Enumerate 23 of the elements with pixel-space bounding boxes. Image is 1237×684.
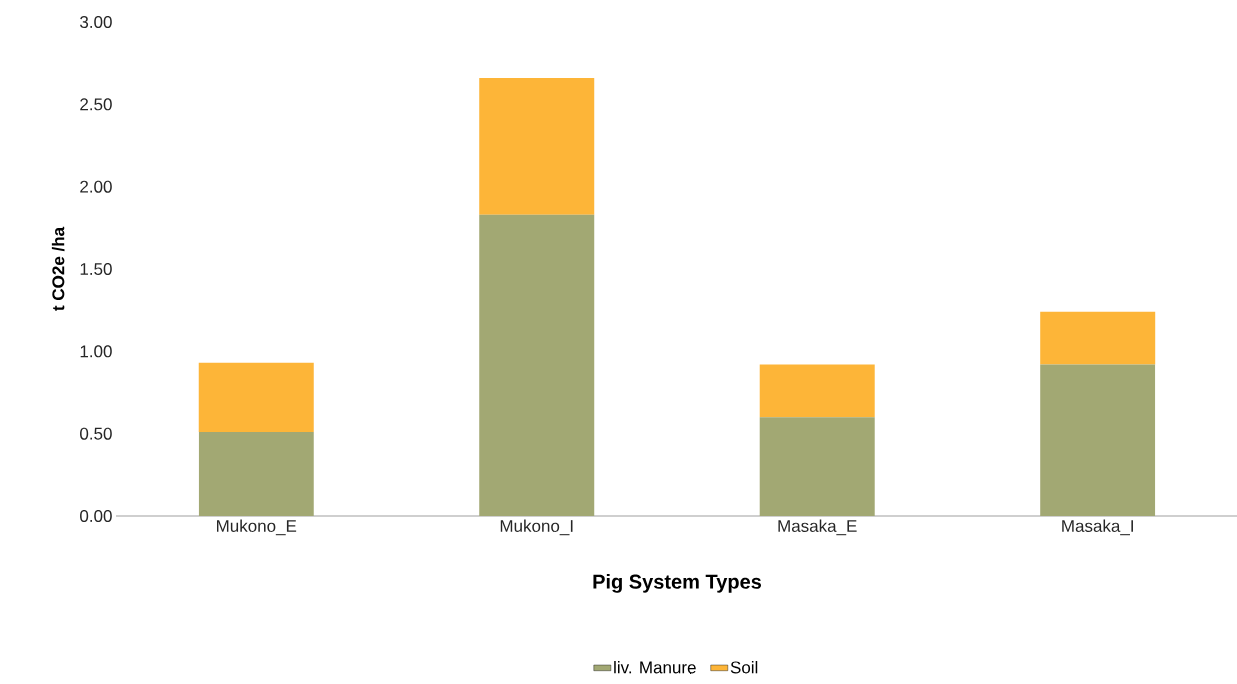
bar: [1040, 311, 1156, 365]
x-tick-label: Mukono_I: [500, 519, 573, 536]
x-tick-label: Mukono_E: [217, 519, 297, 536]
y-axis-title: t CO2e /ha: [51, 226, 65, 311]
bar: [1040, 364, 1156, 516]
y-tick-label: 2.00: [80, 180, 112, 193]
y-tick-label: 1.00: [80, 345, 112, 358]
legend-label: Soil: [730, 660, 758, 674]
bar: [479, 77, 595, 215]
y-tick-label: 1.50: [80, 262, 112, 276]
y-tick-label: 3.00: [80, 15, 112, 29]
legend-label: liv. Manure: [614, 660, 696, 674]
y-tick-label: 0.00: [80, 509, 112, 523]
bar: [759, 417, 875, 516]
bar: [198, 432, 314, 516]
x-tick-label: Masaka_I: [1062, 519, 1133, 536]
x-tick-label: Masaka_E: [778, 519, 857, 536]
y-tick-label: 0.50: [80, 427, 112, 440]
bar: [759, 364, 875, 418]
x-axis-title: Pig System Types: [593, 574, 762, 593]
y-tick-label: 2.50: [80, 98, 112, 111]
bar: [198, 362, 314, 433]
bar: [479, 214, 595, 516]
